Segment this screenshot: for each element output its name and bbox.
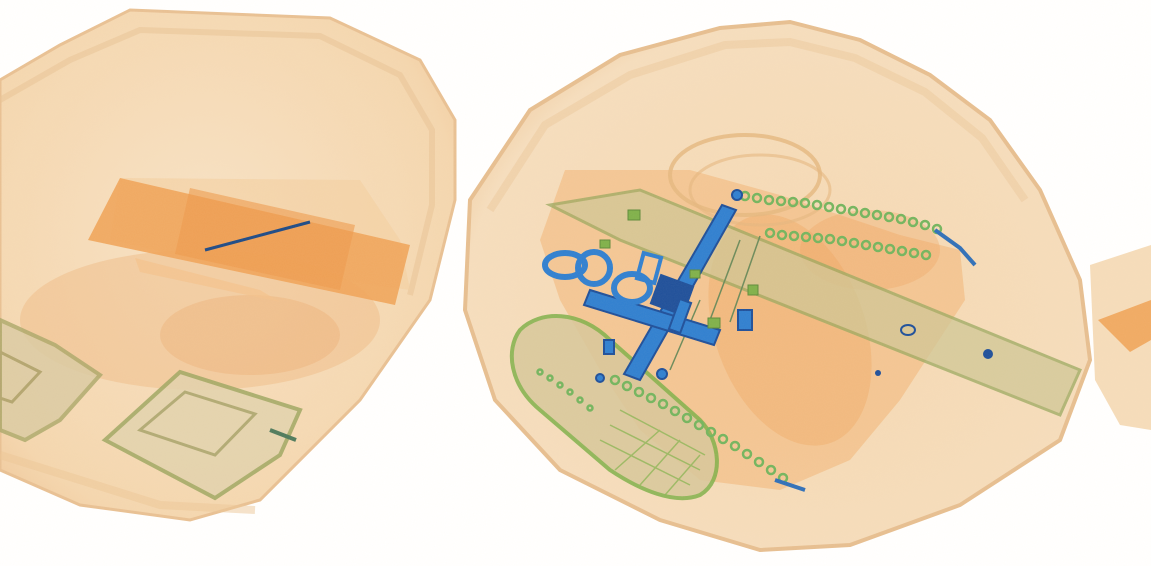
- scan-grain: [0, 0, 1151, 566]
- xray-scan-image: [0, 0, 1151, 566]
- xray-scan-svg: [0, 0, 1151, 566]
